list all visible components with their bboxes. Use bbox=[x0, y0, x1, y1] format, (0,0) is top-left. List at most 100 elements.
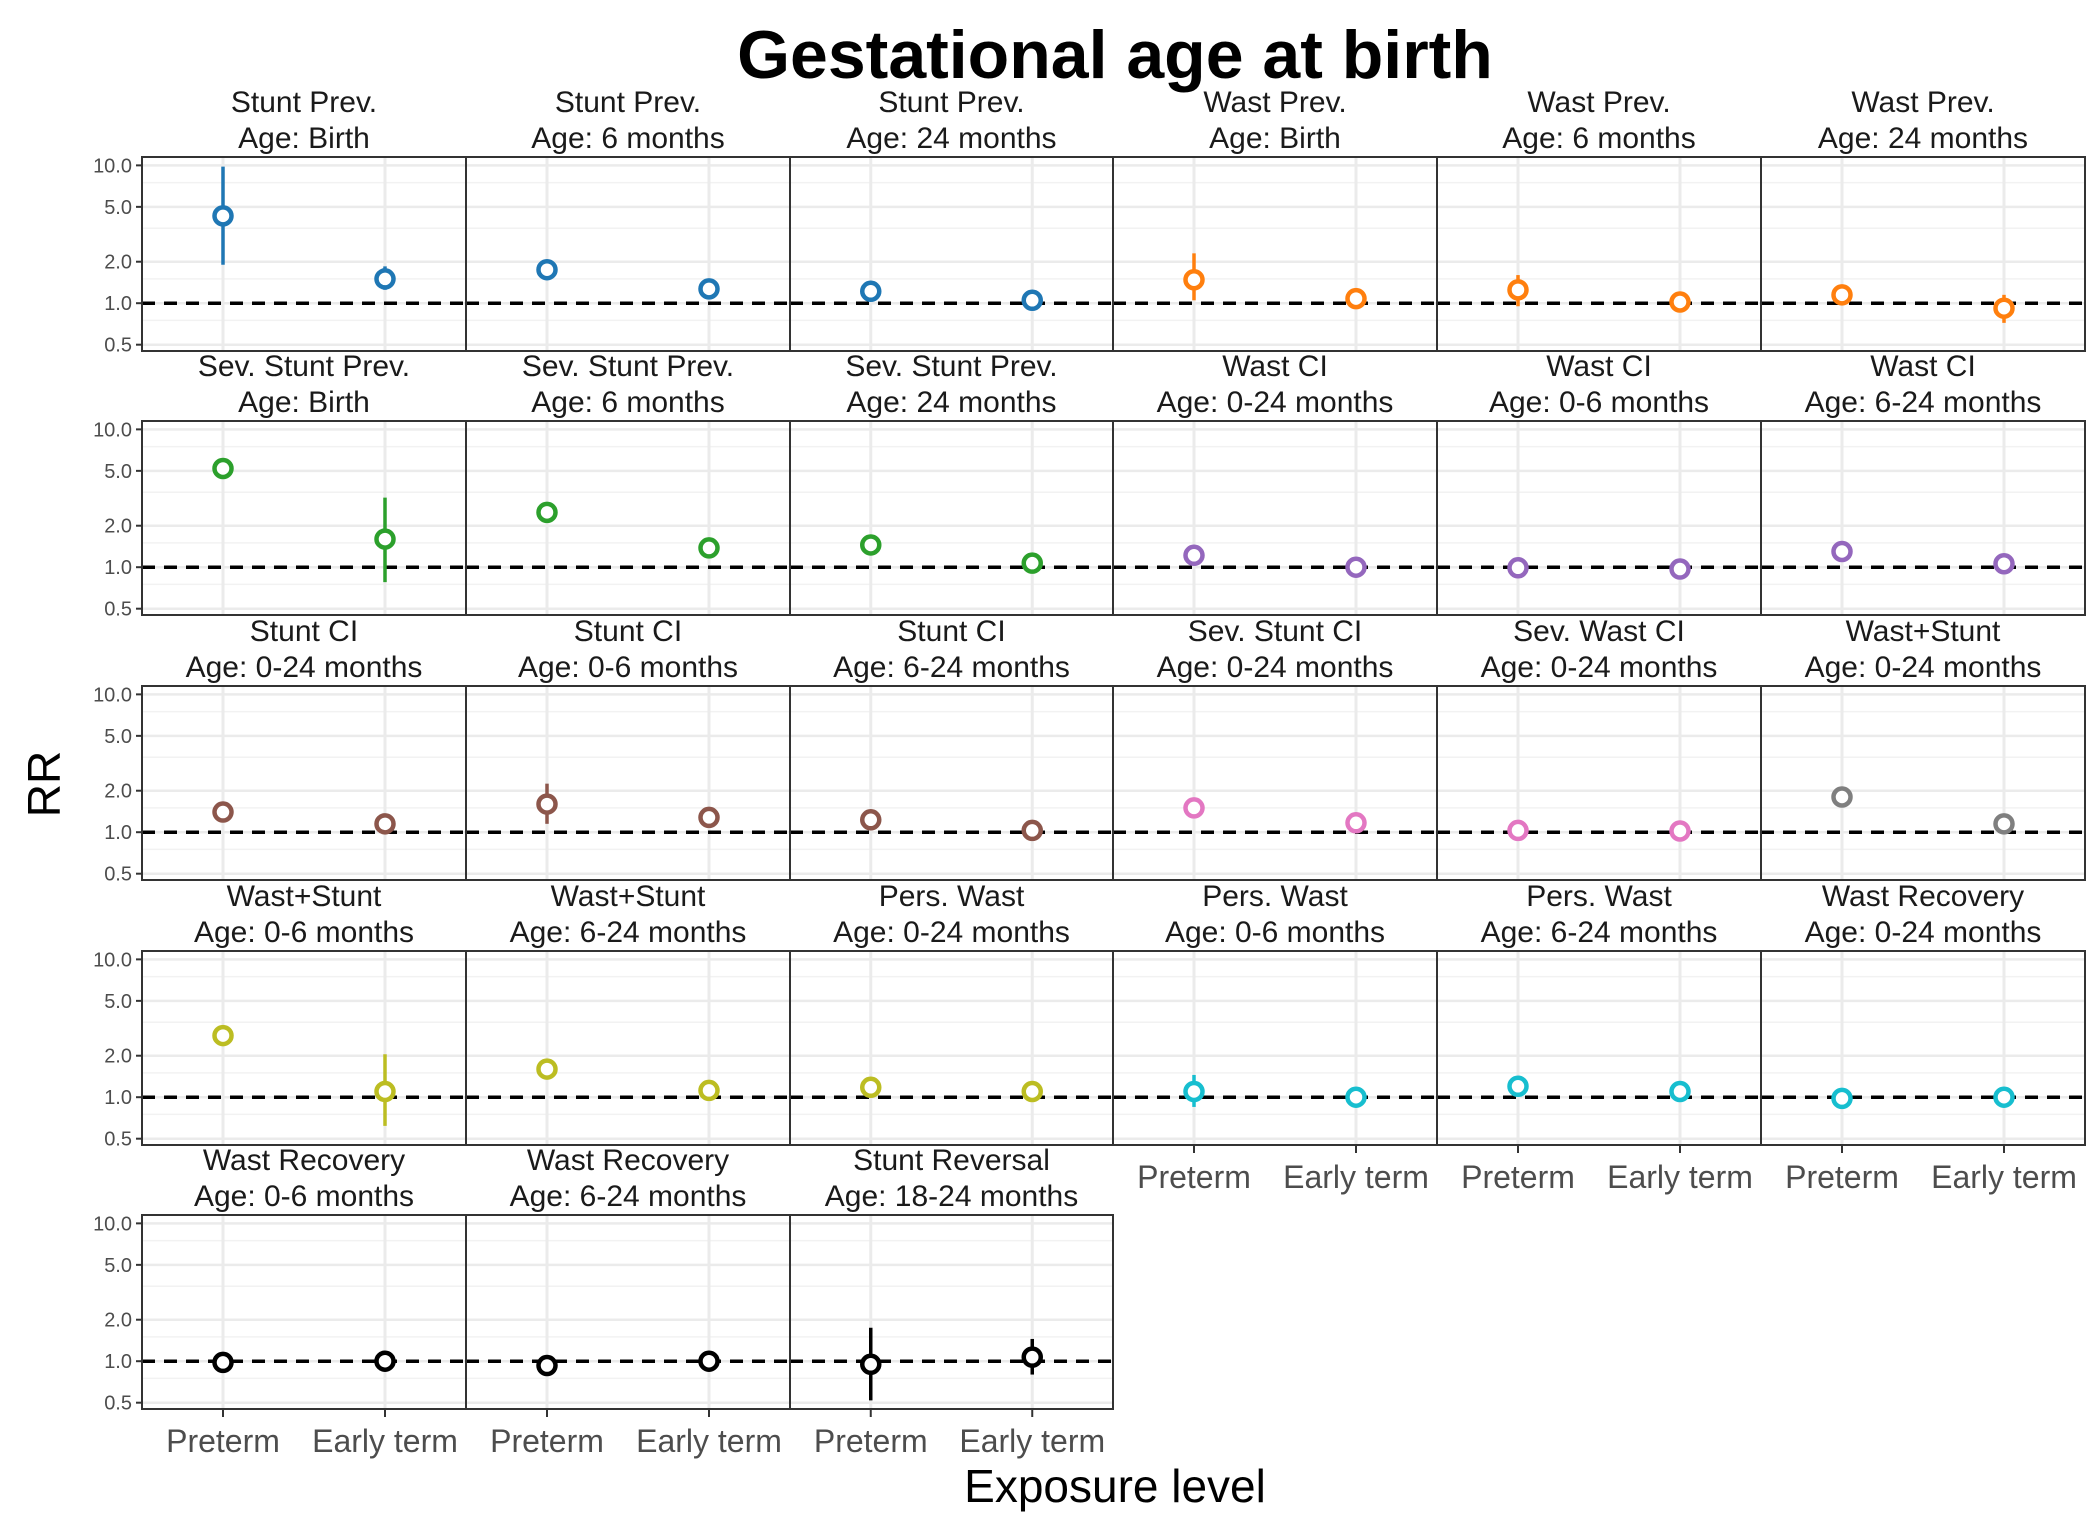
point-estimate bbox=[1345, 812, 1367, 834]
panel-background bbox=[466, 951, 790, 1145]
y-tick-label: 5.0 bbox=[104, 726, 132, 748]
point-estimate bbox=[374, 813, 396, 835]
point-estimate bbox=[1993, 297, 2015, 319]
panel-background bbox=[466, 686, 790, 880]
point-estimate bbox=[1183, 268, 1205, 291]
point-estimate bbox=[212, 1351, 234, 1374]
facet-age-label: Age: 24 months bbox=[846, 386, 1056, 419]
y-tick-label: 10.0 bbox=[93, 155, 132, 177]
facet-age-label: Age: 0-24 months bbox=[1157, 386, 1394, 419]
y-tick-label: 10.0 bbox=[93, 419, 132, 441]
y-tick-label: 1.0 bbox=[104, 1087, 132, 1109]
point-estimate bbox=[536, 501, 558, 524]
panel-background bbox=[466, 1215, 790, 1409]
panel-background bbox=[1113, 686, 1437, 880]
chart-title: Gestational age at birth bbox=[737, 17, 1493, 93]
point-estimate bbox=[1183, 544, 1205, 567]
y-tick-label: 1.0 bbox=[104, 293, 132, 315]
facet-outcome-label: Pers. Wast bbox=[879, 880, 1025, 913]
panel-background bbox=[1761, 421, 2085, 615]
facet-outcome-label: Wast+Stunt bbox=[551, 880, 706, 913]
facet-outcome-label: Sev. Stunt CI bbox=[1188, 615, 1363, 648]
panel-background bbox=[142, 951, 466, 1145]
x-tick-label: Early term bbox=[312, 1423, 458, 1459]
point-estimate bbox=[1507, 1075, 1529, 1098]
panel-border bbox=[1760, 156, 2086, 352]
y-tick-label: 0.5 bbox=[104, 864, 132, 886]
facet-outcome-label: Wast Prev. bbox=[1851, 86, 1994, 119]
facet-outcome-label: Wast+Stunt bbox=[1846, 615, 2001, 648]
x-tick-label: Preterm bbox=[814, 1423, 928, 1459]
x-tick-label: Early term bbox=[1283, 1159, 1429, 1195]
y-tick-label: 10.0 bbox=[93, 949, 132, 971]
facet-outcome-label: Wast CI bbox=[1222, 350, 1328, 383]
point-estimate bbox=[536, 1354, 558, 1377]
panel-background bbox=[790, 1215, 1113, 1409]
facet-outcome-label: Wast Recovery bbox=[203, 1144, 405, 1177]
panel-background bbox=[142, 421, 466, 615]
facet-outcome-label: Wast Recovery bbox=[1822, 880, 2024, 913]
facet-outcome-label: Stunt CI bbox=[897, 615, 1005, 648]
facet-age-label: Age: 6-24 months bbox=[510, 916, 747, 949]
facet-age-label: Age: 6-24 months bbox=[833, 651, 1070, 684]
panel-background bbox=[1761, 686, 2085, 880]
facet-outcome-label: Sev. Stunt Prev. bbox=[198, 350, 410, 383]
x-tick-label: Preterm bbox=[166, 1423, 280, 1459]
point-estimate bbox=[860, 1353, 882, 1376]
point-estimate bbox=[1993, 552, 2015, 575]
point-estimate bbox=[1021, 552, 1043, 574]
point-estimate bbox=[860, 809, 882, 831]
facet-age-label: Age: 18-24 months bbox=[825, 1180, 1079, 1213]
point-estimate bbox=[698, 806, 720, 829]
point-estimate bbox=[1507, 557, 1529, 579]
x-tick-label: Early term bbox=[959, 1423, 1105, 1459]
y-tick-label: 2.0 bbox=[104, 252, 132, 274]
panel-border bbox=[789, 1214, 1114, 1410]
point-estimate bbox=[1669, 291, 1691, 313]
panel-background bbox=[1761, 157, 2085, 351]
panel-background bbox=[466, 157, 790, 351]
x-tick-label: Early term bbox=[1931, 1159, 2077, 1195]
y-tick-label: 10.0 bbox=[93, 684, 132, 706]
panel: Stunt Prev.Age: 24 months bbox=[789, 86, 1114, 352]
facet-age-label: Age: 0-24 months bbox=[1157, 651, 1394, 684]
panel-background bbox=[1113, 157, 1437, 351]
panel: Wast Prev.Age: 24 months bbox=[1760, 86, 2086, 352]
point-estimate bbox=[1345, 1086, 1367, 1108]
y-tick-label: 1.0 bbox=[104, 1351, 132, 1373]
point-estimate bbox=[536, 1058, 558, 1080]
x-tick-label: Preterm bbox=[1137, 1159, 1251, 1195]
panel-border bbox=[1760, 420, 2086, 616]
facet-age-label: Age: Birth bbox=[238, 386, 370, 419]
panel: Wast Prev.Age: 6 months bbox=[1436, 86, 1762, 352]
facet-age-label: Age: Birth bbox=[1209, 122, 1341, 155]
y-tick-label: 0.5 bbox=[104, 599, 132, 621]
facet-outcome-label: Wast Prev. bbox=[1203, 86, 1346, 119]
point-estimate bbox=[1345, 556, 1367, 578]
point-estimate bbox=[1993, 1086, 2015, 1108]
point-estimate bbox=[1183, 797, 1205, 819]
point-estimate bbox=[1669, 1080, 1691, 1103]
point-estimate bbox=[860, 534, 882, 556]
panel-background bbox=[790, 686, 1113, 880]
y-axis-title: RR bbox=[18, 751, 70, 817]
point-estimate bbox=[1021, 1346, 1043, 1368]
point-estimate bbox=[1669, 558, 1691, 580]
panel: Sev. Stunt Prev.Age: 6 months bbox=[465, 350, 791, 616]
panel: Sev. Stunt Prev.Age: Birth 0.5 1.0 2.0 5.0 10… bbox=[93, 350, 467, 621]
facet-outcome-label: Stunt Prev. bbox=[878, 86, 1024, 119]
panel-background bbox=[790, 951, 1113, 1145]
y-tick-label: 2.0 bbox=[104, 516, 132, 538]
facet-age-label: Age: 24 months bbox=[1818, 122, 2028, 155]
